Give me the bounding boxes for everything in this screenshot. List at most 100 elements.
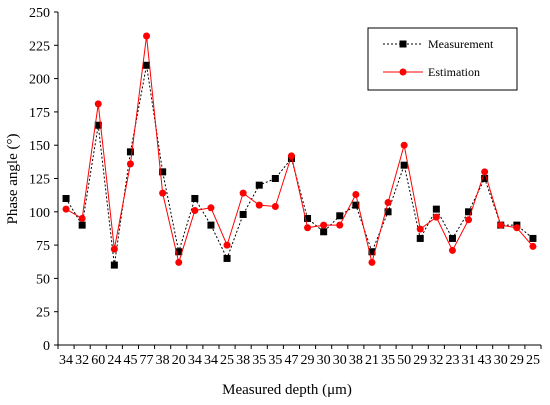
y-tick-label: 0 [43,339,50,354]
data-point-estimation [368,258,376,266]
data-point-measurement [336,212,344,220]
x-tick-label: 25 [526,353,540,368]
data-point-estimation [320,221,328,229]
data-point-estimation [78,214,86,222]
data-point-estimation [255,201,263,209]
data-point-measurement [255,181,263,189]
data-point-measurement [320,228,328,236]
series-group [62,32,537,269]
x-tick-label: 21 [365,353,379,368]
data-point-measurement [352,201,360,209]
y-tick-label: 125 [29,173,50,188]
x-tick-label: 29 [413,353,427,368]
data-point-estimation [94,100,102,108]
data-point-measurement [207,221,215,229]
x-tick-label: 77 [140,353,154,368]
data-point-estimation [416,225,424,233]
series-line-measurement [65,65,534,266]
data-point-estimation [239,189,247,197]
x-tick-label: 60 [91,353,105,368]
x-tick-label: 45 [123,353,137,368]
y-tick-label: 175 [29,106,50,121]
data-point-estimation [110,245,118,253]
data-point-measurement [191,194,199,202]
x-tick-label: 24 [107,353,121,368]
data-point-measurement [448,234,456,242]
data-point-measurement [223,254,231,262]
data-point-estimation [62,205,70,213]
data-point-measurement [400,161,408,169]
y-tick-label: 150 [29,139,50,154]
x-tick-label: 38 [156,353,170,368]
series-line-estimation [65,35,534,265]
data-point-measurement [175,248,183,256]
legend-box [367,27,518,91]
data-point-estimation [529,242,537,250]
x-tick-label: 30 [317,353,331,368]
data-point-estimation [400,141,408,149]
x-tick-label: 20 [172,353,186,368]
data-point-estimation [465,216,473,224]
data-point-measurement [126,148,134,156]
data-point-measurement [143,61,151,69]
data-point-estimation [448,246,456,254]
x-tick-label: 38 [349,353,363,368]
y-tick-label: 100 [29,206,50,221]
y-tick-label: 200 [29,73,50,88]
x-tick-label: 38 [236,353,250,368]
legend-label-estimation: Estimation [428,65,480,79]
data-point-measurement [271,175,279,182]
data-point-estimation [432,213,440,221]
data-point-measurement [465,208,473,216]
data-point-estimation [481,168,489,176]
y-tick-label: 50 [36,272,50,287]
y-axis-title: Phase angle (°) [5,134,21,225]
data-point-estimation [175,258,183,266]
x-tick-label: 47 [284,353,298,368]
data-point-estimation [271,202,279,210]
x-tick-label: 34 [204,353,218,368]
data-point-estimation [384,198,392,206]
x-tick-label: 29 [510,353,524,368]
data-point-measurement [110,261,118,269]
data-point-measurement [481,175,489,182]
x-tick-label: 25 [220,353,234,368]
data-point-estimation [223,241,231,249]
x-tick-label: 30 [494,353,508,368]
y-tick-label: 75 [36,239,50,254]
data-point-estimation [126,160,134,168]
legend-marker-measurement [399,40,407,48]
data-point-estimation [207,204,215,212]
data-point-estimation [287,152,295,160]
x-tick-label: 50 [397,353,411,368]
data-point-estimation [336,221,344,229]
x-tick-label: 34 [59,353,73,368]
x-axis-title: Measured depth (μm) [222,382,352,398]
data-point-measurement [94,121,102,129]
data-point-measurement [239,210,247,218]
y-tick-label: 25 [36,306,50,321]
data-point-measurement [432,205,440,213]
y-tick-label: 250 [29,6,50,21]
x-tick-label: 29 [301,353,315,368]
x-tick-label: 35 [381,353,395,368]
data-point-estimation [497,221,505,229]
x-tick-label: 31 [462,353,476,368]
legend-label-measurement: Measurement [428,37,494,51]
data-point-estimation [143,32,151,40]
x-tick-label: 43 [478,353,492,368]
data-point-measurement [416,234,424,242]
legend-marker-estimation [399,68,407,76]
data-point-estimation [304,224,312,232]
data-point-estimation [191,206,199,214]
data-point-measurement [304,214,312,222]
x-tick-label: 32 [429,353,443,368]
data-point-measurement [529,234,537,242]
x-tick-label: 23 [445,353,459,368]
data-point-measurement [384,208,392,216]
x-tick-label: 35 [252,353,266,368]
data-point-measurement [368,248,376,256]
y-tick-label: 225 [29,39,50,54]
